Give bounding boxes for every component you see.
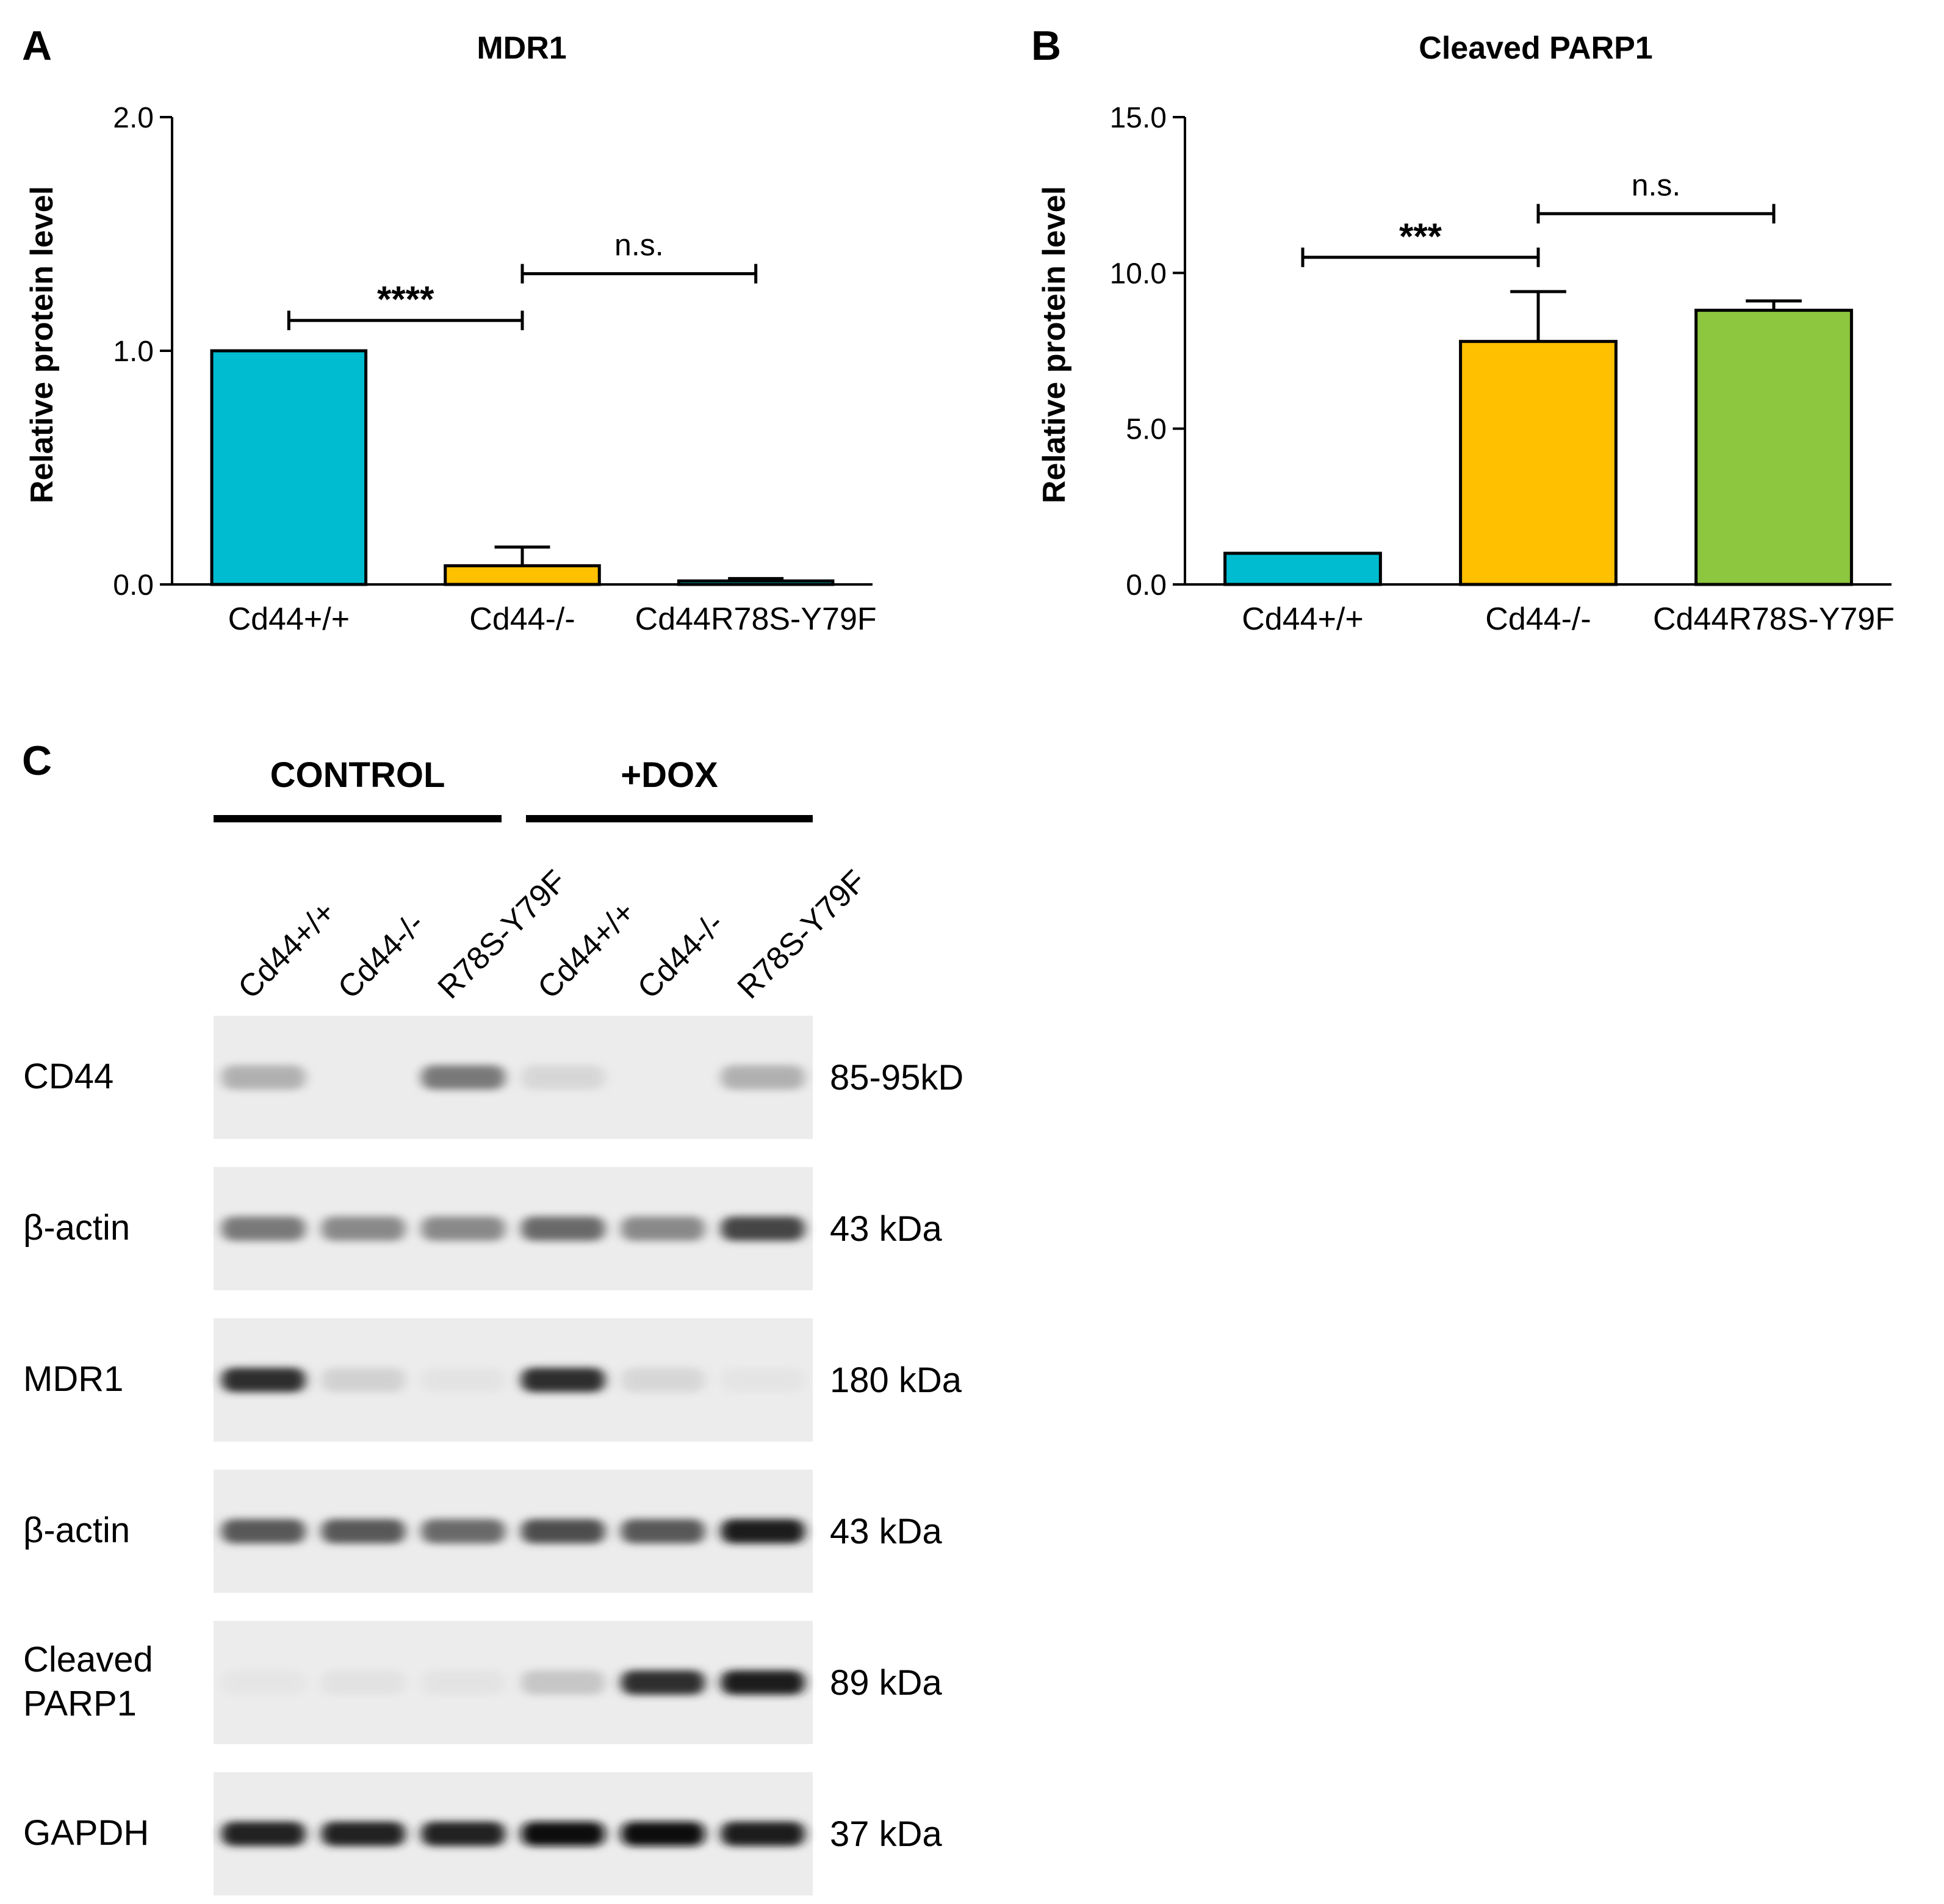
- band: [321, 1216, 406, 1241]
- row-label: Cleaved: [23, 1640, 153, 1679]
- blot-membrane: [214, 1016, 813, 1139]
- band: [421, 1368, 505, 1392]
- bar: [210, 349, 368, 586]
- band: [521, 1216, 605, 1241]
- x-tick-label: Cd44-/-: [1485, 602, 1591, 637]
- band: [221, 1822, 306, 1846]
- blot-row-gapdh: GAPDH 37 kDa: [23, 1772, 943, 1895]
- y-axis-label: Relative protein level: [24, 186, 60, 503]
- molecular-weight-label: 85-95kD: [830, 1058, 963, 1097]
- x-tick-label: Cd44R78S-Y79F: [1653, 602, 1895, 637]
- band: [621, 1822, 705, 1846]
- band: [621, 1216, 705, 1241]
- blot-row-CD44: CD44 85-95kD: [23, 1016, 963, 1139]
- band: [421, 1519, 505, 1543]
- band: [221, 1065, 306, 1090]
- band: [621, 1519, 705, 1543]
- chart-mdr1: MDR1 Relative protein level 0.0 1.0 2.0 Cd4…: [24, 31, 877, 637]
- band: [321, 1368, 406, 1392]
- blot-row-beta-actin-2: β-actin 43 kDa: [23, 1470, 943, 1593]
- bar: [1223, 551, 1382, 586]
- lane-label: Cd44-/-: [331, 906, 431, 1006]
- band: [521, 1822, 605, 1846]
- y-tick-label: 2.0: [113, 102, 154, 134]
- x-tick-label: Cd44+/+: [228, 602, 350, 637]
- row-label: β-actin: [23, 1208, 130, 1248]
- chart-cleaved-parp1: Cleaved PARP1 Relative protein level 0.0…: [1037, 31, 1895, 637]
- band: [721, 1822, 805, 1846]
- band: [521, 1670, 605, 1695]
- band: [521, 1368, 605, 1392]
- significance-label: n.s.: [614, 228, 664, 262]
- group-label: CONTROL: [270, 755, 445, 795]
- y-tick-label: 0.0: [1126, 569, 1167, 602]
- blot-row-cleaved-parp1: Cleaved PARP1 89 kDa: [23, 1621, 943, 1744]
- band: [221, 1368, 306, 1392]
- band: [221, 1519, 306, 1543]
- group-label: +DOX: [621, 755, 718, 795]
- molecular-weight-label: 43 kDa: [830, 1512, 943, 1551]
- band: [721, 1519, 805, 1543]
- y-tick-label: 15.0: [1110, 102, 1167, 134]
- band: [721, 1065, 805, 1090]
- band: [221, 1670, 306, 1695]
- row-label: GAPDH: [23, 1813, 149, 1853]
- blot-membrane: [214, 1167, 813, 1290]
- row-label: MDR1: [23, 1359, 123, 1399]
- band: [421, 1216, 505, 1241]
- row-label: PARP1: [23, 1684, 137, 1723]
- band: [421, 1065, 505, 1090]
- significance-label: n.s.: [1632, 168, 1681, 202]
- band: [321, 1670, 406, 1695]
- y-tick-label: 0.0: [113, 569, 154, 602]
- band: [421, 1670, 505, 1695]
- row-label: CD44: [23, 1057, 113, 1096]
- bar: [1694, 309, 1853, 586]
- band: [521, 1519, 605, 1543]
- band: [521, 1065, 605, 1090]
- bar: [444, 564, 601, 586]
- blot-membrane: [214, 1621, 813, 1744]
- lane-label: R78S-Y79F: [731, 863, 873, 1005]
- band: [721, 1670, 805, 1695]
- blot-membrane: [214, 1318, 813, 1442]
- molecular-weight-label: 37 kDa: [830, 1814, 943, 1854]
- bar: [1459, 340, 1618, 586]
- panel-letter-c: C: [22, 738, 52, 784]
- molecular-weight-label: 43 kDa: [830, 1209, 943, 1249]
- y-tick-label: 10.0: [1110, 257, 1167, 290]
- band: [321, 1519, 406, 1543]
- x-tick-label: Cd44-/-: [469, 602, 575, 637]
- blot-membrane: [214, 1470, 813, 1593]
- y-tick-label: 1.0: [113, 336, 154, 368]
- lane-label: Cd44+/+: [231, 894, 342, 1005]
- band: [621, 1368, 705, 1392]
- band: [421, 1822, 505, 1846]
- significance-label: ****: [377, 279, 434, 320]
- molecular-weight-label: 89 kDa: [830, 1663, 943, 1703]
- blot-membrane: [214, 1772, 813, 1895]
- bar: [677, 579, 835, 586]
- row-label: β-actin: [23, 1511, 130, 1550]
- band: [721, 1216, 805, 1241]
- lane-label: Cd44-/-: [631, 906, 731, 1006]
- panel-letter-b: B: [1031, 23, 1061, 69]
- blot-row-beta-actin: β-actin 43 kDa: [23, 1167, 943, 1290]
- blot-row-MDR1: MDR1 180 kDa: [23, 1318, 962, 1442]
- band: [221, 1216, 306, 1241]
- band: [621, 1670, 705, 1695]
- band: [721, 1368, 805, 1392]
- chart-title: Cleaved PARP1: [1419, 31, 1652, 66]
- y-tick-label: 5.0: [1126, 414, 1167, 446]
- significance-label: ***: [1399, 216, 1442, 257]
- band: [321, 1822, 406, 1846]
- molecular-weight-label: 180 kDa: [830, 1360, 962, 1400]
- x-tick-label: Cd44+/+: [1242, 602, 1364, 637]
- chart-title: MDR1: [477, 31, 566, 66]
- y-axis-label: Relative protein level: [1037, 186, 1072, 503]
- panel-letter-a: A: [22, 23, 52, 69]
- x-tick-label: Cd44R78S-Y79F: [635, 602, 877, 637]
